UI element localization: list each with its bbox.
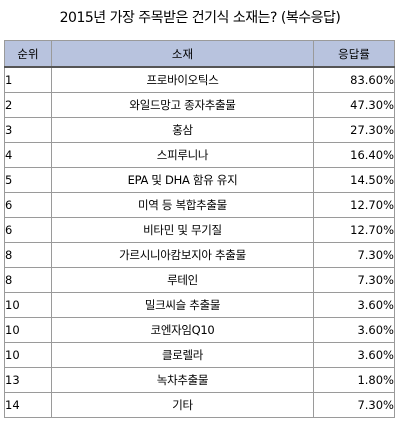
rate-cell: 7.30%	[313, 392, 395, 418]
item-cell: 가르시니아캄보지아 추출물	[51, 242, 314, 268]
header-rank: 순위	[4, 40, 52, 68]
table-header: 순위 소재 응답률	[4, 40, 395, 68]
table-row: 8 루테인 7.30%	[4, 267, 395, 293]
item-cell: 코엔자임Q10	[51, 317, 314, 343]
rank-cell: 3	[4, 117, 52, 143]
rate-cell: 14.50%	[313, 167, 395, 193]
item-cell: 밀크씨슬 추출물	[51, 292, 314, 318]
item-cell: 비타민 및 무기질	[51, 217, 314, 243]
rank-cell: 14	[4, 392, 52, 418]
table-row: 10 클로렐라 3.60%	[4, 342, 395, 368]
table-row: 14 기타 7.30%	[4, 392, 395, 418]
rank-cell: 5	[4, 167, 52, 193]
rate-cell: 12.70%	[313, 192, 395, 218]
rank-cell: 10	[4, 292, 52, 318]
survey-results-table: 순위 소재 응답률 1 프로바이오틱스 83.60% 2 와일드망고 종자추출물…	[4, 40, 395, 418]
rate-cell: 47.30%	[313, 92, 395, 118]
item-cell: 클로렐라	[51, 342, 314, 368]
table-row: 5 EPA 및 DHA 함유 유지 14.50%	[4, 167, 395, 193]
rank-cell: 4	[4, 142, 52, 168]
table-row: 2 와일드망고 종자추출물 47.30%	[4, 92, 395, 118]
item-cell: 스피루니나	[51, 142, 314, 168]
table-row: 1 프로바이오틱스 83.60%	[4, 66, 395, 93]
document-title: 2015년 가장 주목받은 건기식 소재는? (복수응답)	[59, 10, 341, 26]
rate-cell: 27.30%	[313, 117, 395, 143]
rate-cell: 7.30%	[313, 242, 395, 268]
header-rate: 응답률	[313, 40, 395, 68]
rate-cell: 3.60%	[313, 317, 395, 343]
item-cell: 녹차추출물	[51, 367, 314, 393]
table-row: 8 가르시니아캄보지아 추출물 7.30%	[4, 242, 395, 268]
rate-cell: 3.60%	[313, 292, 395, 318]
rank-cell: 2	[4, 92, 52, 118]
table-row: 10 밀크씨슬 추출물 3.60%	[4, 292, 395, 318]
table-row: 4 스피루니나 16.40%	[4, 142, 395, 168]
rank-cell: 10	[4, 317, 52, 343]
item-cell: 루테인	[51, 267, 314, 293]
table-row: 6 비타민 및 무기질 12.70%	[4, 217, 395, 243]
rate-cell: 1.80%	[313, 367, 395, 393]
item-cell: 기타	[51, 392, 314, 418]
rank-cell: 6	[4, 217, 52, 243]
rate-cell: 7.30%	[313, 267, 395, 293]
rate-cell: 83.60%	[313, 66, 395, 93]
table-row: 10 코엔자임Q10 3.60%	[4, 317, 395, 343]
item-cell: 프로바이오틱스	[51, 66, 314, 93]
rate-cell: 12.70%	[313, 217, 395, 243]
table-body: 1 프로바이오틱스 83.60% 2 와일드망고 종자추출물 47.30% 3 …	[4, 66, 395, 418]
item-cell: EPA 및 DHA 함유 유지	[51, 167, 314, 193]
rate-cell: 16.40%	[313, 142, 395, 168]
item-cell: 홍삼	[51, 117, 314, 143]
table-row: 13 녹차추출물 1.80%	[4, 367, 395, 393]
table-row: 6 미역 등 복합추출물 12.70%	[4, 192, 395, 218]
rank-cell: 6	[4, 192, 52, 218]
rank-cell: 13	[4, 367, 52, 393]
rank-cell: 10	[4, 342, 52, 368]
rank-cell: 1	[4, 66, 52, 93]
rank-cell: 8	[4, 242, 52, 268]
rate-cell: 3.60%	[313, 342, 395, 368]
item-cell: 와일드망고 종자추출물	[51, 92, 314, 118]
header-row: 순위 소재 응답률	[4, 40, 395, 68]
header-item: 소재	[51, 40, 314, 68]
rank-cell: 8	[4, 267, 52, 293]
table-row: 3 홍삼 27.30%	[4, 117, 395, 143]
item-cell: 미역 등 복합추출물	[51, 192, 314, 218]
